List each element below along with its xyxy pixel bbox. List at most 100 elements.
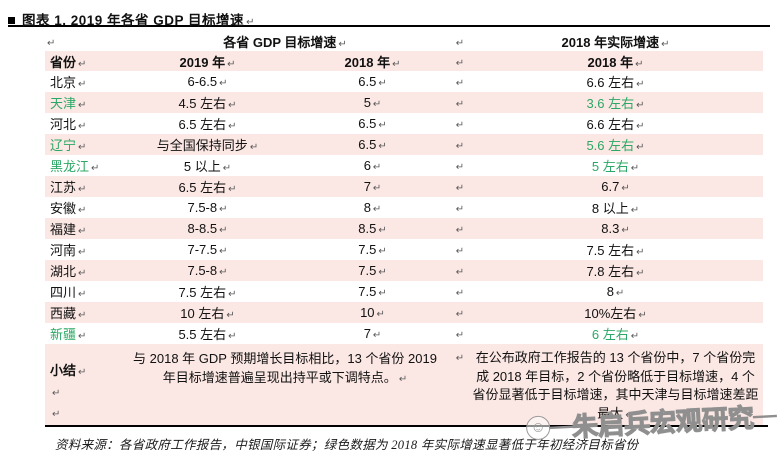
table-bottom-border (45, 425, 768, 427)
cell-text: 与全国保持同步 (156, 138, 248, 153)
paragraph-mark: ↵ (246, 17, 255, 28)
table-row: 辽宁 ↵ 与全国保持同步 ↵ 6.5 ↵ ↵ 5.6 左右 ↵ (45, 134, 763, 155)
target-2018-cell: 6.5 ↵ (295, 71, 450, 92)
table-row: 天津 ↵ 4.5 左右 ↵ 5 ↵ ↵ 3.6 左右 ↵ (45, 92, 763, 113)
target-2019-cell: 7-7.5 ↵ (120, 239, 295, 260)
figure-title: 图表 1. 2019 年各省 GDP 目标增速 (22, 13, 245, 28)
separator-cell: ↵ (450, 113, 468, 134)
group-header-target: 各省 GDP 目标增速 ↵ (223, 34, 347, 50)
paragraph-mark: ↵ (636, 268, 645, 279)
paragraph-mark: ↵ (372, 330, 382, 341)
target-2019-cell: 6.5 左右 ↵ (120, 176, 295, 197)
cell-text: 6.6 左右 (586, 117, 635, 132)
actual-2018-cell: 7.5 左右 ↵ (468, 239, 763, 260)
paragraph-mark: ↵ (398, 374, 408, 385)
cell-text: 6.5 (358, 137, 377, 152)
paragraph-mark: ↵ (455, 267, 465, 278)
separator-cell: ↵ (450, 197, 468, 218)
paragraph-mark: ↵ (338, 38, 347, 50)
paragraph-mark: ↵ (78, 58, 87, 70)
paragraph-mark: ↵ (78, 205, 87, 216)
cell-text: 西藏 (50, 306, 77, 321)
actual-2018-cell: 6.6 左右 ↵ (468, 71, 763, 92)
header-target-2019: 2019 年 ↵ (120, 51, 295, 71)
paragraph-mark: ↵ (52, 388, 61, 399)
empty-cell: ↵ (45, 31, 120, 51)
paragraph-mark: ↵ (219, 204, 228, 215)
paragraph-mark: ↵ (625, 409, 634, 421)
cell-text: 7.5-8 (187, 263, 218, 278)
summary-row: 小结 ↵ ↵ ↵ 与 2018 年 GDP 预期增长目标相比，13 个省份 201… (45, 344, 763, 425)
cell-text: 8-8.5 (187, 221, 218, 236)
cell-text: 10 左右 (180, 306, 225, 321)
actual-2018-cell: 7.8 左右 ↵ (468, 260, 763, 281)
separator-cell: ↵ (450, 71, 468, 92)
table-row: 河南 ↵ 7-7.5 ↵ 7.5 ↵ ↵ 7.5 左右 ↵ (45, 239, 763, 260)
paragraph-mark: ↵ (228, 184, 237, 195)
paragraph-mark: ↵ (636, 121, 645, 132)
cell-text: 6.5 (358, 116, 377, 131)
cell-text: 6.5 左右 (178, 117, 227, 132)
paragraph-mark: ↵ (219, 267, 228, 278)
actual-2018-cell: 5.6 左右 ↵ (468, 134, 763, 155)
paragraph-mark: ↵ (455, 225, 465, 236)
separator-cell: ↵ (450, 155, 468, 176)
province-cell: 安徽 ↵ (45, 197, 120, 218)
paragraph-mark: ↵ (455, 162, 465, 173)
separator-cell: ↵ (450, 31, 468, 51)
paragraph-mark: ↵ (378, 120, 387, 131)
table-row: 河北 ↵ 6.5 左右 ↵ 6.5 ↵ ↵ 6.6 左右 ↵ (45, 113, 763, 134)
cell-text: 7 (363, 179, 371, 194)
table-row: 西藏 ↵ 10 左右 ↵ 10 ↵ ↵ 10%左右 ↵ (45, 302, 763, 323)
target-2019-cell: 与全国保持同步 ↵ (120, 134, 295, 155)
paragraph-mark: ↵ (455, 204, 465, 215)
table-row: 四川 ↵ 7.5 左右 ↵ 7.5 ↵ ↵ 8 ↵ (45, 281, 763, 302)
paragraph-mark: ↵ (661, 38, 670, 50)
paragraph-mark: ↵ (249, 142, 259, 153)
paragraph-mark: ↵ (78, 247, 87, 258)
paragraph-mark: ↵ (636, 142, 645, 153)
cell-text: 7-7.5 (187, 242, 218, 257)
paragraph-mark: ↵ (78, 142, 87, 153)
cell-text: 3.6 左右 (586, 96, 635, 111)
paragraph-mark: ↵ (455, 99, 465, 110)
paragraph-mark: ↵ (378, 246, 387, 257)
cell-text: 天津 (50, 96, 77, 111)
paragraph-mark: ↵ (78, 289, 87, 300)
paragraph-mark: ↵ (78, 310, 87, 321)
figure-title-row: 图表 1. 2019 年各省 GDP 目标增速 ↵ (0, 0, 778, 28)
paragraph-mark: ↵ (222, 163, 232, 174)
target-2018-cell: 7 ↵ (295, 176, 450, 197)
province-cell: 天津 ↵ (45, 92, 120, 113)
province-cell: 四川 ↵ (45, 281, 120, 302)
cell-text: 8.5 (358, 221, 377, 236)
separator-cell: ↵ (450, 344, 468, 425)
separator-cell: ↵ (450, 260, 468, 281)
target-2018-cell: 8 ↵ (295, 197, 450, 218)
header-target-2018: 2018 年 ↵ (295, 51, 450, 71)
paragraph-mark: ↵ (615, 288, 625, 299)
cell-text: 7.5-8 (187, 200, 218, 215)
paragraph-mark: ↵ (455, 37, 465, 49)
paragraph-mark: ↵ (91, 163, 100, 174)
group-header-row: ↵ 各省 GDP 目标增速 ↵ ↵ 2018 年实际增速 ↵ (45, 31, 763, 51)
paragraph-mark: ↵ (78, 121, 87, 132)
title-bullet-icon (8, 17, 15, 24)
paragraph-mark: ↵ (78, 184, 87, 195)
paragraph-mark: ↵ (636, 247, 645, 258)
target-2018-cell: 6.5 ↵ (295, 134, 450, 155)
paragraph-mark: ↵ (226, 310, 235, 321)
target-2018-cell: 7.5 ↵ (295, 260, 450, 281)
separator-cell: ↵ (450, 302, 468, 323)
actual-2018-cell: 6.7 ↵ (468, 176, 763, 197)
paragraph-mark: ↵ (630, 205, 640, 216)
separator-cell: ↵ (450, 323, 468, 344)
table-row: 黑龙江 ↵ 5 以上 ↵ 6 ↵ ↵ 5 左右 ↵ (45, 155, 763, 176)
source-note: 资料来源：各省政府工作报告，中银国际证券；绿色数据为 2018 年实际增速显著低… (55, 438, 639, 452)
target-2018-cell: 7.5 ↵ (295, 239, 450, 260)
separator-cell: ↵ (450, 239, 468, 260)
table-row: 新疆 ↵ 5.5 左右 ↵ 7 ↵ ↵ 6 左右 ↵ (45, 323, 763, 344)
cell-text: 6.7 (601, 179, 620, 194)
table-row: 江苏 ↵ 6.5 左右 ↵ 7 ↵ ↵ 6.7 ↵ (45, 176, 763, 197)
